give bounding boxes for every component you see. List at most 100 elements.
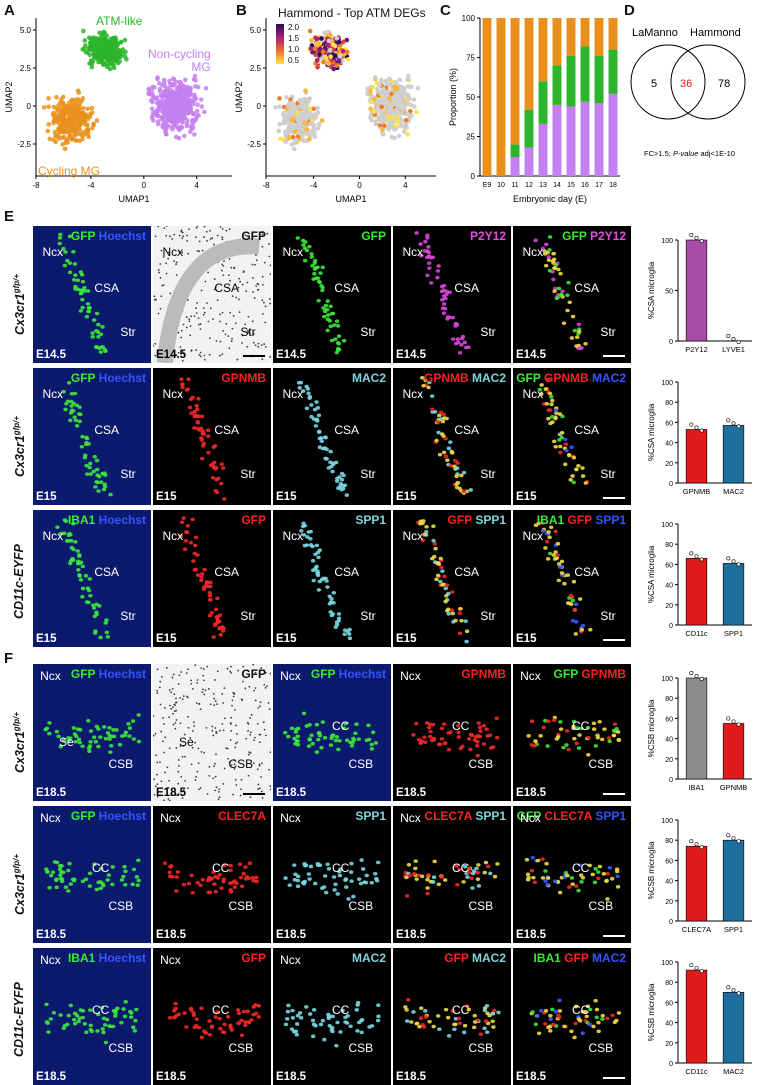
cell-mark [251,263,254,266]
region-label-cc: CC [572,1002,590,1017]
cell-mark [252,341,255,344]
cell-mark [195,226,198,229]
umap-cell-point [194,108,200,114]
cell-mark [222,264,225,267]
cell-mark [310,741,316,746]
cell-mark [57,867,63,871]
venn-right-circle [670,44,746,120]
cell-mark [189,737,192,739]
scale-bar [243,793,265,795]
stacked-bar-segment [580,18,590,47]
cell-mark [127,734,132,738]
cell-mark [169,292,172,295]
cell-mark [261,275,264,278]
umap-cell-point [122,37,128,43]
cell-mark [339,471,345,476]
region-label-csa: CSA [334,564,360,579]
cell-mark [195,702,198,704]
cell-mark [548,525,554,530]
cell-mark [206,240,208,242]
cell-mark [171,687,174,690]
y-axis-label: UMAP2 [234,81,244,112]
cell-mark [553,408,558,413]
cell-mark [535,858,541,863]
cell-mark [435,269,441,273]
cell-mark [418,741,423,745]
cell-mark [228,258,231,260]
cell-mark [424,529,429,534]
cell-mark [556,286,562,291]
cell-mark [100,325,105,329]
cell-mark [191,687,194,690]
cell-mark [263,343,266,345]
umap-cell-point [153,109,159,114]
cell-mark [66,539,71,543]
region-label-ncx: Ncx [282,245,304,260]
cell-mark [203,226,206,228]
cell-mark [563,462,568,467]
channel-label: GFP [241,229,266,243]
cell-mark [101,487,107,492]
cell-mark [247,723,250,725]
cell-mark [568,477,573,482]
cell-mark [92,862,97,866]
cell-mark [543,387,548,391]
cell-mark [179,745,182,748]
umap-cell-point [193,96,199,101]
stacked-bar-segment [510,18,520,145]
cell-mark [62,263,68,268]
cell-mark [44,726,50,731]
cell-mark [214,762,216,765]
cell-mark [190,890,195,895]
umap-cell-point [399,84,404,90]
cell-mark [600,737,605,742]
replicate-point [726,418,731,423]
cell-mark [329,597,334,601]
cell-mark [80,297,85,302]
cell-mark [215,732,218,735]
cell-mark [470,871,476,876]
cell-mark [258,733,261,736]
cell-mark [341,338,347,343]
cell-mark [456,1016,462,1021]
cell-mark [351,738,357,742]
cell-mark [375,1018,381,1023]
region-label-cc: CC [332,718,350,733]
cell-mark [155,298,157,301]
cell-mark [285,1009,291,1014]
cell-mark [167,870,172,875]
region-label-csb: CSB [588,1041,614,1056]
y-tick-label: 0 [669,339,673,346]
cell-mark [453,1022,458,1027]
cell-mark [63,407,68,412]
cell-mark [259,787,261,790]
umap-cell-point [156,100,161,106]
cell-mark [580,466,585,470]
umap-cell-point [408,102,413,107]
x-tick-label: 11 [511,182,518,189]
umap-cell-point [81,46,87,51]
cell-mark [237,862,243,867]
cell-mark [251,232,254,235]
cell-mark [246,345,249,348]
cell-mark [359,1030,364,1035]
cell-mark [429,407,435,412]
y-tick-label: 0 [669,777,673,784]
cell-mark [597,719,602,724]
cell-mark [204,580,210,584]
cell-mark [253,739,255,742]
cell-mark [551,257,557,262]
cell-mark [332,888,337,892]
cell-mark [432,410,438,414]
cell-mark [217,1016,222,1021]
cell-mark [325,862,330,867]
stage-label: E15 [36,633,57,645]
cell-mark [207,1019,212,1023]
cell-mark [227,274,230,277]
umap-cell-point [203,85,209,91]
umap-cell-point [311,106,317,112]
cell-mark [199,787,202,789]
cell-mark [206,302,208,304]
cell-mark [322,736,328,740]
cell-mark [565,873,570,878]
